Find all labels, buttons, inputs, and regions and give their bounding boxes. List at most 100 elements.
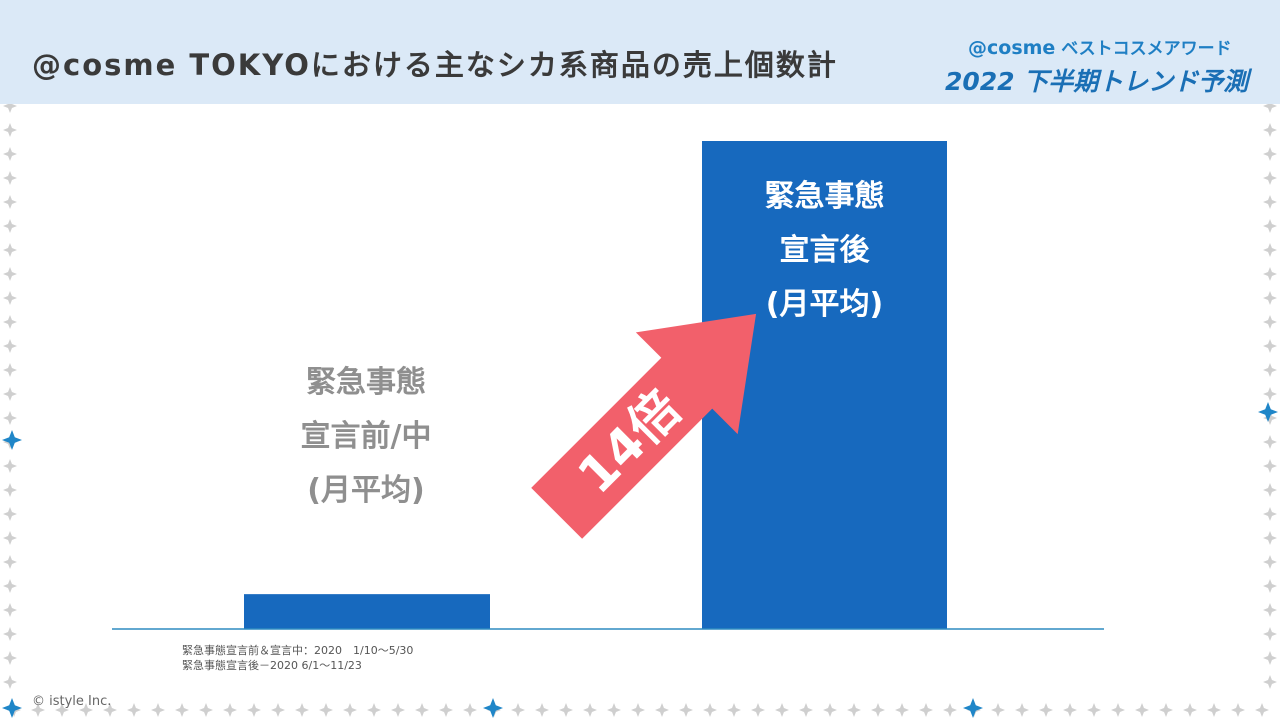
sparkle-icon xyxy=(1263,579,1277,593)
sparkle-icon xyxy=(3,579,17,593)
bar-label-after: 緊急事態 宣言後 (月平均) xyxy=(702,170,947,332)
sparkle-icon xyxy=(1263,387,1277,401)
sparkle-icon xyxy=(655,703,669,717)
sparkle-icon xyxy=(847,703,861,717)
sparkle-icon xyxy=(823,703,837,717)
sparkle-icon xyxy=(319,703,333,717)
sparkle-icon xyxy=(607,703,621,717)
sparkle-icon xyxy=(895,703,909,717)
sparkle-accent-icon xyxy=(963,698,983,718)
sparkle-icon xyxy=(1159,703,1173,717)
sparkle-icon xyxy=(727,703,741,717)
sparkle-icon xyxy=(631,703,645,717)
sparkle-icon xyxy=(3,171,17,185)
sparkle-icon xyxy=(3,99,17,113)
sparkle-icon xyxy=(511,703,525,717)
sparkle-icon xyxy=(3,627,17,641)
sparkle-icon xyxy=(3,675,17,689)
sparkle-accent-icon xyxy=(2,430,22,450)
sparkle-icon xyxy=(3,147,17,161)
sparkle-icon xyxy=(3,315,17,329)
brand-award-line: @cosme ベストコスメアワード xyxy=(968,34,1232,59)
sparkle-icon xyxy=(415,703,429,717)
sparkle-icon xyxy=(1263,99,1277,113)
bar-label-line: 宣言後 xyxy=(779,233,870,268)
sparkle-icon xyxy=(3,195,17,209)
sparkle-icon xyxy=(1255,703,1269,717)
sparkle-icon xyxy=(3,363,17,377)
sparkle-icon xyxy=(1183,703,1197,717)
sparkle-icon xyxy=(1263,219,1277,233)
sparkle-icon xyxy=(1263,675,1277,689)
sparkle-icon xyxy=(1039,703,1053,717)
sparkle-icon xyxy=(1263,171,1277,185)
sparkle-icon xyxy=(1111,703,1125,717)
sparkle-icon xyxy=(1087,703,1101,717)
sparkle-icon xyxy=(367,703,381,717)
sparkle-icon xyxy=(1263,435,1277,449)
copyright: © istyle Inc. xyxy=(32,694,112,709)
sparkle-icon xyxy=(1263,531,1277,545)
bar-label-line: (月平均) xyxy=(765,287,884,322)
brand-award-text: ベストコスメアワード xyxy=(1061,39,1232,59)
sparkle-icon xyxy=(3,459,17,473)
sparkle-icon xyxy=(343,703,357,717)
sparkle-icon xyxy=(3,603,17,617)
sparkle-icon xyxy=(3,411,17,425)
footnote-period-after: 緊急事態宣言後－2020 6/1〜11/23 xyxy=(182,659,362,672)
sparkle-icon xyxy=(3,483,17,497)
sparkle-icon xyxy=(1263,483,1277,497)
header-band xyxy=(0,0,1280,104)
sparkle-accent-icon xyxy=(1258,402,1278,422)
sparkle-icon xyxy=(535,703,549,717)
sparkle-icon xyxy=(175,703,189,717)
sparkle-icon xyxy=(1063,703,1077,717)
sparkle-icon xyxy=(3,243,17,257)
sparkle-icon xyxy=(3,531,17,545)
sparkle-icon xyxy=(3,219,17,233)
sparkle-icon xyxy=(3,387,17,401)
sparkle-icon xyxy=(991,703,1005,717)
bar-label-before: 緊急事態 宣言前/中 (月平均) xyxy=(236,356,496,518)
sparkle-icon xyxy=(295,703,309,717)
sparkle-icon xyxy=(3,291,17,305)
sparkle-icon xyxy=(103,703,117,717)
sparkle-icon xyxy=(1263,627,1277,641)
sparkle-icon xyxy=(1263,411,1277,425)
sparkle-icon xyxy=(439,703,453,717)
sparkle-icon xyxy=(3,507,17,521)
sparkle-accent-icon xyxy=(2,698,22,718)
sparkle-icon xyxy=(1263,147,1277,161)
sparkle-icon xyxy=(1263,363,1277,377)
arrow-shape xyxy=(531,313,757,539)
bar-label-line: 緊急事態 xyxy=(764,179,885,214)
sparkle-icon xyxy=(919,703,933,717)
page-title: @cosme TOKYOにおける主なシカ系商品の売上個数計 xyxy=(32,48,838,82)
sparkle-icon xyxy=(31,703,45,717)
brand-logo-text: @cosme xyxy=(968,37,1056,59)
sparkle-icon xyxy=(1263,243,1277,257)
sparkle-icon xyxy=(1263,291,1277,305)
sparkle-icon xyxy=(1263,555,1277,569)
sparkle-icon xyxy=(3,267,17,281)
sparkle-icon xyxy=(1263,507,1277,521)
sparkle-icon xyxy=(55,703,69,717)
sparkle-icon xyxy=(799,703,813,717)
bar-1 xyxy=(244,594,490,629)
sparkle-icon xyxy=(79,703,93,717)
sparkle-icon xyxy=(1015,703,1029,717)
sparkle-icon xyxy=(1207,703,1221,717)
footnote-period-before: 緊急事態宣言前＆宣言中：2020 1/10〜5/30 xyxy=(182,644,414,657)
sparkle-icon xyxy=(1263,651,1277,665)
sparkle-icon xyxy=(463,703,477,717)
sparkle-icon xyxy=(775,703,789,717)
sparkle-icon xyxy=(1263,339,1277,353)
sparkle-icon xyxy=(1263,267,1277,281)
sparkle-icon xyxy=(559,703,573,717)
sparkle-icon xyxy=(1263,315,1277,329)
sparkle-accent-icon xyxy=(483,698,503,718)
sparkle-icon xyxy=(1263,195,1277,209)
sparkle-icon xyxy=(1263,123,1277,137)
sparkle-icon xyxy=(703,703,717,717)
sparkle-icon xyxy=(127,703,141,717)
